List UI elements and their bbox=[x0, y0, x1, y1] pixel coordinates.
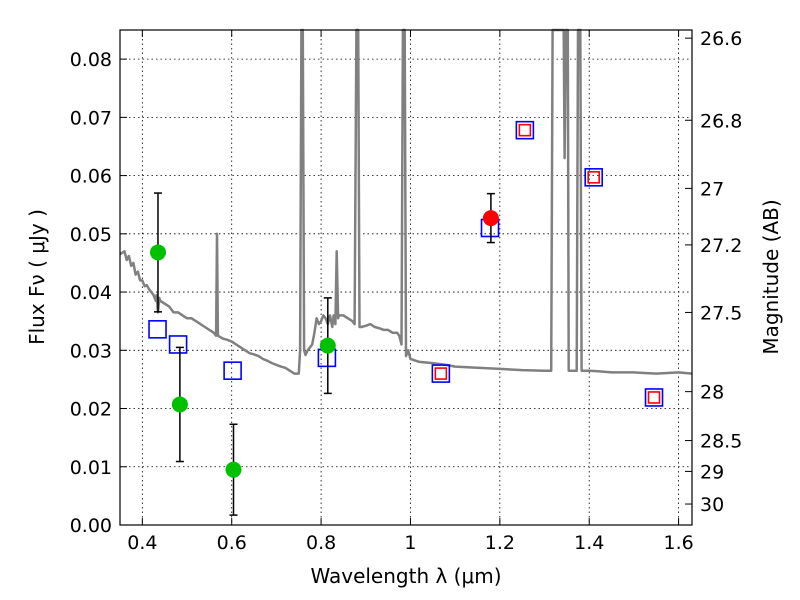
x-tick-label: 1.2 bbox=[485, 532, 515, 554]
observed-nir-marker bbox=[647, 391, 661, 404]
mag-tick-label: 27.2 bbox=[700, 235, 742, 257]
model-photometry-marker bbox=[431, 364, 451, 383]
series-layer bbox=[119, 28, 693, 516]
x-tick-label: 1.6 bbox=[663, 532, 693, 554]
mag-tick-label: 28.5 bbox=[700, 431, 742, 453]
x-tick-label: 0.8 bbox=[306, 532, 336, 554]
x-axis-title: Wavelength λ (μm) bbox=[310, 564, 501, 588]
y-tick-label: 0.00 bbox=[70, 515, 112, 537]
y-tick-label: 0.05 bbox=[70, 224, 112, 246]
observed-flux-point bbox=[482, 210, 499, 227]
spectrum-line bbox=[119, 28, 693, 375]
observed-nir-marker bbox=[518, 123, 532, 137]
mag-tick-label: 28 bbox=[700, 382, 724, 404]
plot-frame bbox=[119, 29, 693, 526]
observed-flux-point bbox=[225, 461, 242, 478]
model-photometry-marker bbox=[148, 320, 167, 339]
y2-axis-title: Magnitude (AB) bbox=[759, 199, 783, 354]
model-photometry-marker bbox=[223, 361, 242, 380]
model-photometry-marker bbox=[644, 388, 664, 407]
y-tick-label: 0.06 bbox=[70, 166, 112, 188]
observed-nir-marker bbox=[434, 367, 448, 380]
x-tick-label: 1 bbox=[404, 532, 416, 554]
mag-tick-label: 27 bbox=[700, 178, 724, 200]
model-photometry-marker bbox=[584, 168, 603, 187]
observed-flux-point bbox=[171, 396, 188, 413]
y-tick-label: 0.08 bbox=[70, 49, 112, 71]
y-tick-label: 0.04 bbox=[70, 282, 112, 304]
mag-tick-label: 27.5 bbox=[700, 302, 742, 324]
axis-ticks bbox=[120, 30, 692, 526]
observed-flux-point bbox=[319, 337, 336, 354]
x-tick-label: 1.4 bbox=[574, 532, 604, 554]
mag-tick-label: 29 bbox=[700, 461, 724, 483]
tick-labels: 0.4 0.6 0.8 1 1.2 1.4 1.6 0.00 0.01 0.02 0.03 0.04 0… bbox=[70, 28, 743, 554]
observed-flux-point bbox=[149, 244, 166, 261]
y-tick-label: 0.07 bbox=[70, 107, 112, 129]
model-photometry-marker bbox=[515, 120, 535, 140]
y-tick-label: 0.03 bbox=[70, 340, 112, 362]
y-axis-title: Flux Fν ( μJy ) bbox=[25, 209, 49, 345]
mag-tick-label: 26.6 bbox=[700, 28, 742, 50]
observed-nir-marker bbox=[587, 171, 600, 184]
mag-tick-label: 30 bbox=[700, 494, 724, 516]
y-tick-label: 0.02 bbox=[70, 399, 112, 421]
mag-tick-label: 26.8 bbox=[700, 110, 742, 132]
x-tick-label: 0.4 bbox=[127, 532, 157, 554]
y-tick-label: 0.01 bbox=[70, 457, 112, 479]
model-photometry-marker bbox=[168, 335, 188, 354]
x-tick-label: 0.6 bbox=[217, 532, 247, 554]
